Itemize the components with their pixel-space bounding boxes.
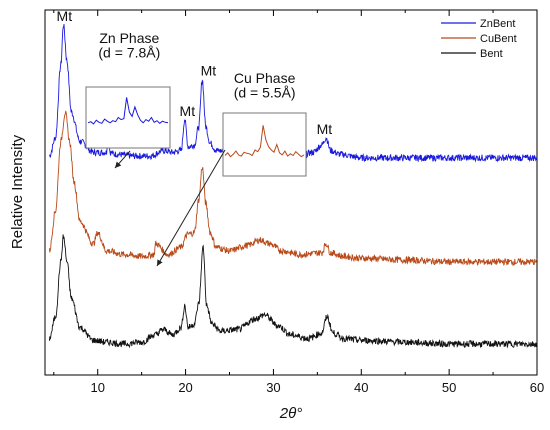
annotation-arrow xyxy=(114,150,131,169)
inset-frame xyxy=(222,112,307,177)
series-bent xyxy=(48,234,538,349)
cu-phase-inset xyxy=(222,112,307,177)
x-tick-label: 60 xyxy=(530,380,544,395)
x-ticks: 10 20 30 40 50 60 xyxy=(53,10,544,395)
x-tick-label: 40 xyxy=(354,380,368,395)
legend-label: CuBent xyxy=(480,33,517,45)
x-tick-label: 10 xyxy=(90,380,104,395)
series-line-cubent xyxy=(48,110,538,267)
inset-layer xyxy=(85,86,307,267)
annotation-label: Mt xyxy=(201,63,217,79)
legend-label: Bent xyxy=(480,48,503,60)
x-tick-label: 30 xyxy=(266,380,280,395)
series-cubent xyxy=(48,110,538,267)
annotation-label: (d = 5.5Å) xyxy=(234,85,296,101)
annotation-label: Mt xyxy=(180,103,196,119)
x-tick-label: 50 xyxy=(442,380,456,395)
legend: ZnBent CuBent Bent xyxy=(441,18,517,60)
legend-label: ZnBent xyxy=(480,18,515,30)
annotation-label: Mt xyxy=(57,8,73,24)
annotation-label: Cu Phase xyxy=(234,70,296,86)
annotation-label: Zn Phase xyxy=(99,30,159,46)
annotation-label: Mt xyxy=(317,121,333,137)
x-tick-label: 20 xyxy=(178,380,192,395)
plot-area xyxy=(44,9,538,376)
x-axis-label: 2θ° xyxy=(279,405,302,422)
y-axis-label: Relative Intensity xyxy=(9,134,26,249)
inset-trace xyxy=(87,97,169,125)
inset-trace xyxy=(224,125,305,158)
zn-phase-inset xyxy=(85,86,171,149)
annotation-label: (d = 7.8Å) xyxy=(98,44,160,60)
series-line-bent xyxy=(48,234,538,349)
plot-frame xyxy=(44,9,538,376)
annotation-layer: Mt Mt Mt Mt Zn Phase(d = 7.8Å) Cu Phase(d = 5… xyxy=(57,8,333,137)
annotation-arrow xyxy=(156,149,226,267)
inset-frame xyxy=(85,86,171,149)
